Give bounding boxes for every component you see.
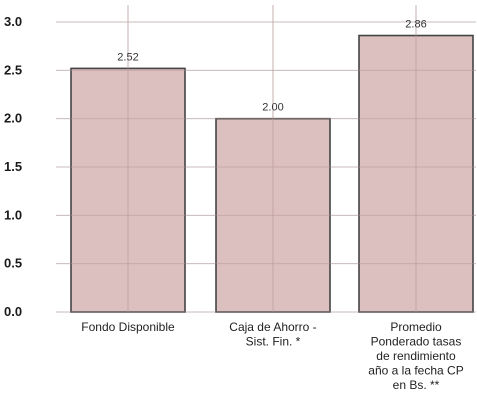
y-tick-label: 2.5 [4,62,22,77]
x-category-label: Caja de Ahorro -Sist. Fin. * [229,320,316,349]
x-category-label-line: Promedio [390,320,442,334]
x-category-label-line: año a la fecha CP [368,364,463,378]
data-label: 2.00 [262,102,283,114]
y-tick-label: 0.0 [4,304,22,319]
x-axis-labels: Fondo Disponible Caja de Ahorro -Sist. Fi… [81,320,463,392]
x-category-label-line: Ponderado tasas [371,335,462,349]
x-category-label-line: de rendimiento [376,349,456,363]
x-category-label-line: Caja de Ahorro - [229,320,316,334]
y-tick-label: 0.5 [4,256,22,271]
data-label: 2.52 [117,51,138,63]
data-labels: 2.52 2.00 2.86 [117,19,426,114]
x-category-label-line: Fondo Disponible [81,320,175,334]
x-category-label: Promedio Ponderado tasas de rendimiento año… [368,320,463,392]
y-tick-label: 3.0 [4,14,22,29]
y-tick-label: 1.0 [4,207,22,222]
x-category-label-line: en Bs. ** [393,378,440,392]
y-axis-ticks: 0.0 0.5 1.0 1.5 2.0 2.5 3.0 [4,14,22,319]
x-category-label-line: Sist. Fin. * [246,335,301,349]
data-label: 2.86 [405,19,426,31]
x-category-label: Fondo Disponible [81,320,175,334]
bar-layer [56,5,476,313]
y-tick-label: 2.0 [4,111,22,126]
y-tick-label: 1.5 [4,159,22,174]
